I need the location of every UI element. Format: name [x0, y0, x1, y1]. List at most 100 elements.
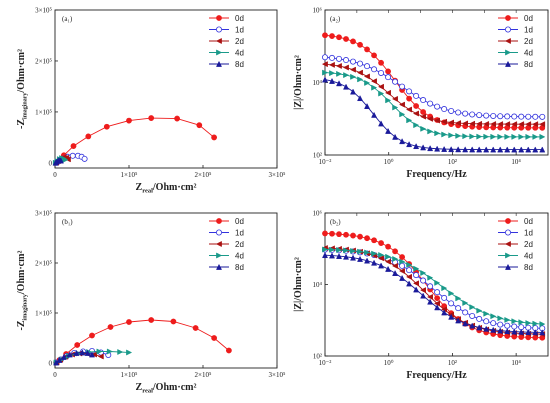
data-point-8d [343, 253, 350, 260]
data-point-2d [377, 255, 384, 262]
y-tick-label: 0 [49, 360, 53, 368]
x-tick-label: 2×10⁵ [195, 171, 212, 179]
data-point-8d [448, 146, 455, 153]
data-point-1d [497, 113, 504, 120]
data-point-8d [79, 349, 86, 356]
data-point-4d [420, 125, 427, 132]
data-point-4d [350, 247, 357, 254]
data-point-8d [73, 349, 80, 356]
data-point-0d [392, 248, 398, 255]
data-point-2d [391, 262, 398, 269]
x-tick-label: 1×10⁵ [121, 371, 138, 379]
data-point-1d [371, 66, 378, 73]
data-point-1d [329, 54, 336, 61]
data-point-1d [483, 318, 490, 325]
x-tick-label: 10⁻² [319, 359, 332, 367]
data-point-4d [511, 318, 518, 325]
legend-marker-8d [215, 60, 223, 67]
data-point-8d [504, 146, 511, 153]
data-point-4d [371, 84, 378, 91]
legend-marker-4d [505, 252, 512, 259]
data-point-2d [490, 121, 497, 128]
data-point-1d [469, 312, 476, 319]
data-point-0d [350, 232, 356, 239]
data-point-8d [441, 309, 448, 316]
data-point-2d [405, 106, 412, 113]
data-point-4d [406, 261, 413, 268]
data-point-8d [378, 120, 385, 127]
data-point-2d [349, 66, 356, 73]
x-tick-label: 10⁴ [511, 158, 521, 166]
data-point-4d [441, 131, 448, 138]
x-tick-label: 3×10⁵ [269, 171, 286, 179]
data-point-1d [483, 112, 490, 119]
y-tick-label: 1×10⁵ [35, 108, 52, 116]
data-point-2d [476, 120, 483, 127]
legend-label-4d: 4d [235, 252, 244, 261]
data-point-1d [525, 113, 532, 120]
data-point-2d [398, 101, 405, 108]
data-point-0d [211, 134, 217, 141]
data-point-2d [356, 69, 363, 76]
data-point-8d [455, 317, 462, 324]
data-point-8d [441, 145, 448, 152]
y-tick-label: 10² [313, 353, 322, 361]
y-tick-label: 10⁴ [313, 79, 323, 87]
y-tick-label: 10⁶ [313, 7, 323, 15]
data-point-2d [455, 120, 462, 127]
data-point-1d [469, 111, 476, 118]
data-point-4d [385, 97, 392, 104]
data-point-2d [412, 110, 419, 117]
legend-label-0d: 0d [524, 14, 533, 23]
data-point-2d [97, 353, 104, 360]
data-point-2d [447, 119, 455, 126]
data-point-4d [497, 315, 504, 322]
data-point-0d [225, 347, 232, 354]
legend-marker-8d [215, 263, 223, 270]
data-point-8d [511, 146, 518, 153]
data-point-8d [371, 111, 378, 118]
x-tick-label: 10⁰ [384, 158, 394, 166]
data-point-4d [117, 348, 124, 356]
x-tick-label: 10⁻² [319, 158, 332, 166]
data-point-1d [441, 106, 448, 113]
legend-marker-1d [215, 229, 222, 236]
x-axis-label: Zreal/Ohm·cm² [136, 182, 197, 195]
panel-b2: 10⁻² 10⁰ 10² 10⁴ 10² 10⁴ 10⁶ 0d 1d 2d 4d 8d (b₂) Freq… [293, 210, 549, 381]
data-point-4d [364, 79, 371, 86]
data-point-0d [322, 32, 328, 39]
data-point-8d [427, 145, 434, 152]
data-point-4d [406, 117, 413, 124]
data-point-4d [469, 133, 476, 140]
data-point-1d [413, 272, 420, 279]
data-point-0d [378, 59, 384, 66]
legend-label-1d: 1d [524, 229, 533, 238]
plot-frame [54, 212, 278, 369]
data-point-4d [504, 133, 511, 140]
data-point-4d [455, 132, 462, 139]
x-axis-label: Zreal/Ohm·cm² [136, 382, 197, 395]
data-point-0d [74, 342, 81, 348]
data-point-8d [399, 274, 406, 281]
data-point-1d [399, 262, 406, 269]
data-point-2d [328, 61, 335, 68]
legend-marker-4d [505, 49, 512, 56]
data-point-4d [329, 70, 336, 77]
legend-label-4d: 4d [524, 49, 533, 58]
data-point-8d [490, 326, 497, 333]
data-point-8d [455, 146, 462, 153]
panel-label: (b₂) [330, 218, 341, 226]
data-point-8d [399, 138, 406, 145]
y-tick-label: 10⁶ [313, 210, 323, 218]
data-point-8d [406, 141, 413, 148]
data-point-0d [343, 231, 349, 238]
data-point-1d [504, 322, 511, 329]
data-point-0d [343, 36, 349, 42]
data-point-4d [511, 133, 518, 140]
data-point-4d [329, 246, 336, 253]
data-point-8d [462, 320, 469, 327]
data-point-4d [462, 299, 469, 307]
data-point-4d [490, 313, 497, 320]
data-point-1d [385, 74, 392, 81]
data-point-0d [329, 33, 335, 39]
